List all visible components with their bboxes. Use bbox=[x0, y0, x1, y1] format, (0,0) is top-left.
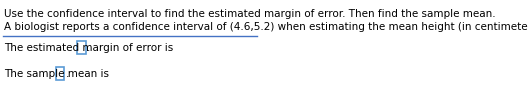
FancyBboxPatch shape bbox=[77, 41, 86, 54]
FancyBboxPatch shape bbox=[55, 67, 64, 80]
Text: The estimated margin of error is: The estimated margin of error is bbox=[4, 43, 173, 53]
Text: The sample mean is: The sample mean is bbox=[4, 69, 109, 79]
Text: A biologist reports a confidence interval of (4.6,5.2) when estimating the mean : A biologist reports a confidence interva… bbox=[4, 22, 528, 32]
Text: Use the confidence interval to find the estimated margin of error. Then find the: Use the confidence interval to find the … bbox=[4, 9, 496, 19]
Text: .: . bbox=[65, 69, 69, 79]
Text: .: . bbox=[87, 43, 90, 53]
